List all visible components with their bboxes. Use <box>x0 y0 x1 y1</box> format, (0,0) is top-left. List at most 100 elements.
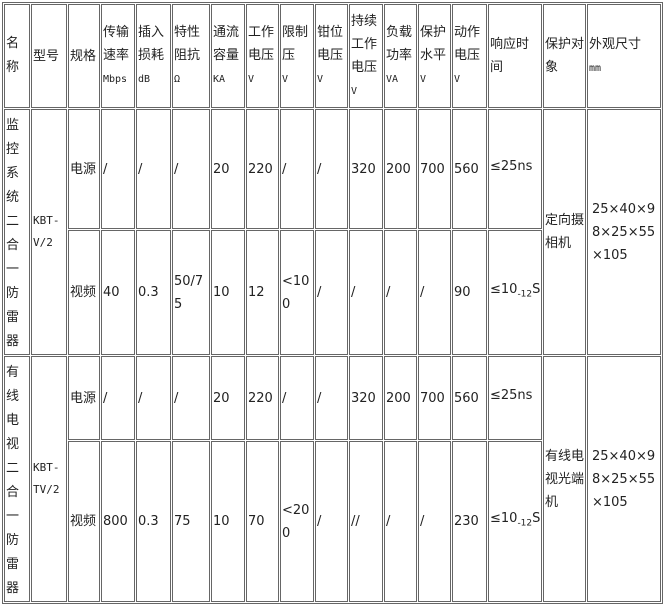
work-cell: 220 <box>246 109 279 230</box>
clamp-cell: / <box>315 356 348 441</box>
response-cell: ≤10-12S <box>488 441 542 602</box>
header-cell: 规格 <box>68 4 100 108</box>
cont-cell: / <box>349 230 383 355</box>
limit-cell: / <box>280 356 314 441</box>
table-row: 有线电视二合一防雷器 KBT-TV/2 电源 / //20 220//320 200 700 5… <box>4 356 661 602</box>
limit-cell: / <box>280 109 314 230</box>
imp-cell: / <box>172 356 210 441</box>
loss-cell: / <box>136 109 171 230</box>
loss-cell: 0.3 <box>136 441 171 602</box>
cont-cell: // <box>349 441 383 602</box>
prot-cell: 700 <box>418 109 451 230</box>
header-cell: 工作电压 V <box>246 4 279 108</box>
header-unit: Mbps <box>103 74 128 85</box>
header-unit: Ω <box>174 74 181 85</box>
spec-cell: 视频 <box>68 441 100 602</box>
header-cell: 型号 <box>31 4 67 108</box>
work-cell: 220 <box>246 356 279 441</box>
header-label: 钳位电压 <box>317 25 344 63</box>
header-unit: V <box>351 85 358 97</box>
clamp-cell: / <box>315 441 348 602</box>
header-label: 传输速率 <box>103 25 130 63</box>
header-label: 保护对象 <box>545 37 585 75</box>
table-row: 监控系统二合一防雷器 KBT-V/2 电源 / //20 220//320 200 700 56… <box>4 109 661 355</box>
product-name: 监控系统二合一防雷器 <box>4 109 30 355</box>
imp-cell: 50/75 <box>172 230 210 355</box>
header-label: 特性阻抗 <box>174 25 201 63</box>
act-cell: 560 <box>452 109 487 230</box>
header-cell: 外观尺寸 mm <box>587 4 661 108</box>
header-label: 限制压 <box>282 25 309 63</box>
response-cell: ≤25ns <box>488 109 542 230</box>
act-cell: 90 <box>452 230 487 355</box>
work-cell: 70 <box>246 441 279 602</box>
work-cell: 12 <box>246 230 279 355</box>
header-cell: 名称 <box>4 4 30 108</box>
header-cell: 传输速率 Mbps <box>101 4 135 108</box>
imp-cell: / <box>172 109 210 230</box>
header-unit: V <box>317 74 324 85</box>
header-label: 持续工作电压 <box>351 13 378 75</box>
header-unit: dB <box>138 74 151 85</box>
size-cell: 25×40×98×25×55×105 <box>587 109 661 355</box>
flow-cell: 20 <box>211 109 245 230</box>
rate-cell: 40 <box>101 230 135 355</box>
act-cell: 230 <box>452 441 487 602</box>
header-label: 动作电压 <box>454 25 481 63</box>
spec-cell: 视频 <box>68 230 100 355</box>
spec-cell: 电源 <box>68 356 100 441</box>
size-cell: 25×40×98×25×55×105 <box>587 356 661 602</box>
header-label: 外观尺寸 <box>589 36 642 52</box>
load-cell: / <box>384 230 417 355</box>
header-unit: V <box>248 74 255 85</box>
header-label: 工作电压 <box>248 25 275 63</box>
header-label: 保护水平 <box>420 25 447 63</box>
header-label: 规格 <box>70 48 97 64</box>
header-cell: 保护对象 <box>543 4 586 108</box>
load-cell: / <box>384 441 417 602</box>
header-unit: V <box>454 74 461 85</box>
header-unit: V <box>282 74 289 85</box>
cont-cell: 320 <box>349 109 383 230</box>
act-cell: 560 <box>452 356 487 441</box>
loss-cell: / <box>136 356 171 441</box>
spec-cell: 电源 <box>68 109 100 230</box>
loss-cell: 0.3 <box>136 230 171 355</box>
header-label: 响应时间 <box>490 37 530 75</box>
response-cell: ≤25ns <box>488 356 542 441</box>
limit-cell: <200 <box>280 441 314 602</box>
rate-cell: / <box>101 356 135 441</box>
header-cell: 保护水平 V <box>418 4 451 108</box>
header-unit: VA <box>386 74 399 85</box>
model-cell: KBT-TV/2 <box>31 356 67 602</box>
header-cell: 响应时间 <box>488 4 542 108</box>
header-cell: 钳位电压 V <box>315 4 348 108</box>
imp-cell: 75 <box>172 441 210 602</box>
flow-cell: 10 <box>211 441 245 602</box>
header-row: 名称 型号 规格 传输速率 Mbps 插入损耗 dB 特性阻抗 Ω 通流容量 KA 工作电压 V 限制压 V… <box>4 4 661 108</box>
flow-cell: 10 <box>211 230 245 355</box>
protect-target-cell: 定向摄相机 <box>543 109 586 355</box>
load-cell: 200 <box>384 356 417 441</box>
clamp-cell: / <box>315 109 348 230</box>
prot-cell: 700 <box>418 356 451 441</box>
rate-cell: / <box>101 109 135 230</box>
cont-cell: 320 <box>349 356 383 441</box>
header-unit: V <box>420 74 427 85</box>
header-cell: 持续工作电压 V <box>349 4 383 108</box>
rate-cell: 800 <box>101 441 135 602</box>
header-cell: 通流容量 KA <box>211 4 245 108</box>
product-name: 有线电视二合一防雷器 <box>4 356 30 602</box>
header-label: 负载功率 <box>386 25 413 63</box>
header-label: 型号 <box>33 48 60 64</box>
prot-cell: / <box>418 230 451 355</box>
prot-cell: / <box>418 441 451 602</box>
limit-cell: <100 <box>280 230 314 355</box>
model-cell: KBT-V/2 <box>31 109 67 355</box>
header-cell: 限制压 V <box>280 4 314 108</box>
table-row: 视频 40 0.3 50/75 10 12 <100// //90 ≤10-12S <box>4 230 661 355</box>
header-unit: mm <box>589 62 602 74</box>
flow-cell: 20 <box>211 356 245 441</box>
header-cell: 负载功率 VA <box>384 4 417 108</box>
